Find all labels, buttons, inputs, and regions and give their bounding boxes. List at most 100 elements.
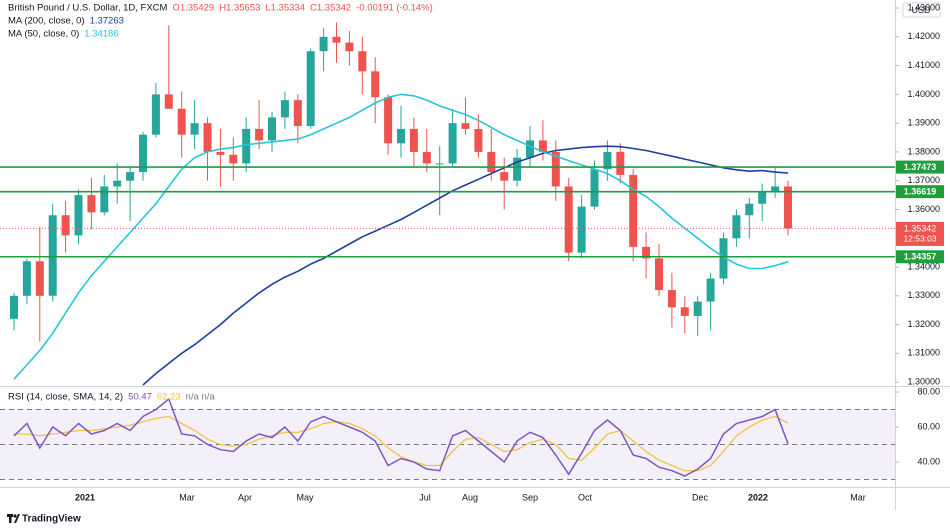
candle-body xyxy=(461,123,470,129)
logo-dot xyxy=(13,514,17,518)
currency-box[interactable] xyxy=(902,2,941,18)
candle-body xyxy=(229,154,238,164)
y-tick-label: 1.40000 xyxy=(907,89,940,99)
level-tag-label: 1.36619 xyxy=(904,187,937,197)
rsi-sma-line xyxy=(14,415,789,472)
y-tick-label: 1.38000 xyxy=(907,146,940,156)
x-tick-label: Mar xyxy=(179,492,195,502)
candle-body xyxy=(293,100,302,127)
candle-body xyxy=(500,172,509,181)
ohlc-close: C1.35342 xyxy=(310,3,351,14)
candle-body xyxy=(513,157,522,181)
candle-body xyxy=(203,123,212,152)
x-tick-label: 2021 xyxy=(75,492,95,502)
candle-body xyxy=(164,94,173,109)
candle-body xyxy=(151,94,160,135)
moving-average-line xyxy=(142,145,789,386)
candle-body xyxy=(345,42,354,52)
candle-body xyxy=(35,261,44,296)
candle-body xyxy=(332,36,341,43)
y-tick-label: 1.32000 xyxy=(907,319,940,329)
candle-body xyxy=(74,195,83,236)
candle-body xyxy=(642,246,651,259)
x-tick-label: May xyxy=(296,492,314,502)
candle-body xyxy=(616,151,625,175)
candle-body xyxy=(397,128,405,144)
x-tick-label: Apr xyxy=(238,492,252,502)
candle-body xyxy=(48,215,57,296)
ma-legend-value: 1.37263 xyxy=(90,16,124,27)
candle-body xyxy=(590,169,599,207)
ma-legend-name: MA (50, close, 0) xyxy=(8,29,79,40)
candle-body xyxy=(358,51,367,72)
x-tick-label: Jul xyxy=(419,492,431,502)
candle-body xyxy=(577,206,586,253)
x-tick-label: Aug xyxy=(462,492,478,502)
level-tag xyxy=(896,250,944,264)
last-price-tag xyxy=(896,221,944,246)
x-tick-label: Dec xyxy=(692,492,709,502)
ohlc-open: O1.35429 xyxy=(172,3,214,14)
level-tag-label: 1.37473 xyxy=(904,162,937,172)
y-tick-label: 1.42000 xyxy=(907,31,940,41)
ma-legend-value: 1.34186 xyxy=(84,29,118,40)
candle-body xyxy=(22,261,31,296)
ma-legend-name: MA (200, close, 0) xyxy=(8,16,85,27)
y-tick-label: 1.36000 xyxy=(907,204,940,214)
y-tick-label: 1.39000 xyxy=(907,118,940,128)
candle-body xyxy=(319,36,328,52)
rsi-legend-value: 50.47 xyxy=(128,392,152,403)
level-tag xyxy=(896,160,944,174)
level-tag xyxy=(896,185,944,199)
candle-body xyxy=(551,151,560,187)
x-tick-label: Mar xyxy=(850,492,866,502)
x-tick-label: Sep xyxy=(522,492,538,502)
candle-body xyxy=(87,195,96,213)
y-tick-label: 1.31000 xyxy=(907,348,940,358)
candle-body xyxy=(745,203,754,216)
y-tick-label: 1.41000 xyxy=(907,60,940,70)
logo-slash xyxy=(14,514,20,523)
symbol-title: British Pound / U.S. Dollar, 1D, FXCM xyxy=(8,3,168,14)
candle-body xyxy=(384,97,393,144)
logo xyxy=(7,514,20,523)
candle-body xyxy=(422,151,431,164)
y-tick-label: 40.00 xyxy=(917,456,940,466)
candle-body xyxy=(564,186,573,253)
candle-body xyxy=(655,258,663,291)
y-tick-label: 80.00 xyxy=(917,386,940,396)
candle-body xyxy=(448,123,457,164)
candle-body xyxy=(435,163,444,165)
ohlc-change: -0.00191 (-0.14%) xyxy=(356,3,433,14)
candle-body xyxy=(526,140,534,158)
logo-stem xyxy=(9,514,12,523)
ohlc-low: L1.35334 xyxy=(265,3,305,14)
candle-body xyxy=(216,151,225,155)
currency: USD xyxy=(911,5,931,15)
candle-body xyxy=(306,51,315,127)
candle-body xyxy=(732,215,741,239)
candle-body xyxy=(177,108,186,135)
candle-body xyxy=(61,215,70,236)
candle-body xyxy=(409,128,418,152)
candle-body xyxy=(667,290,676,308)
y-tick-label: 1.34000 xyxy=(907,261,940,271)
rsi-legend-extra: n/a n/a xyxy=(186,392,216,403)
y-tick-label: 1.33000 xyxy=(907,290,940,300)
ohlc-high: H1.35653 xyxy=(219,3,260,14)
candle-body xyxy=(280,100,289,118)
last-price-label: 1.35342 xyxy=(904,223,937,233)
rsi-line xyxy=(13,397,789,477)
y-tick-label: 60.00 xyxy=(917,421,940,431)
x-tick-label: 2022 xyxy=(748,492,768,502)
candle-body xyxy=(603,151,612,170)
candle-body xyxy=(680,307,689,316)
candle-body xyxy=(784,186,792,229)
candle-body xyxy=(693,301,702,316)
y-tick-label: 1.30000 xyxy=(907,376,940,386)
x-tick-label: Oct xyxy=(578,492,593,502)
candle-body xyxy=(719,238,728,279)
branding: TradingView xyxy=(22,514,81,525)
